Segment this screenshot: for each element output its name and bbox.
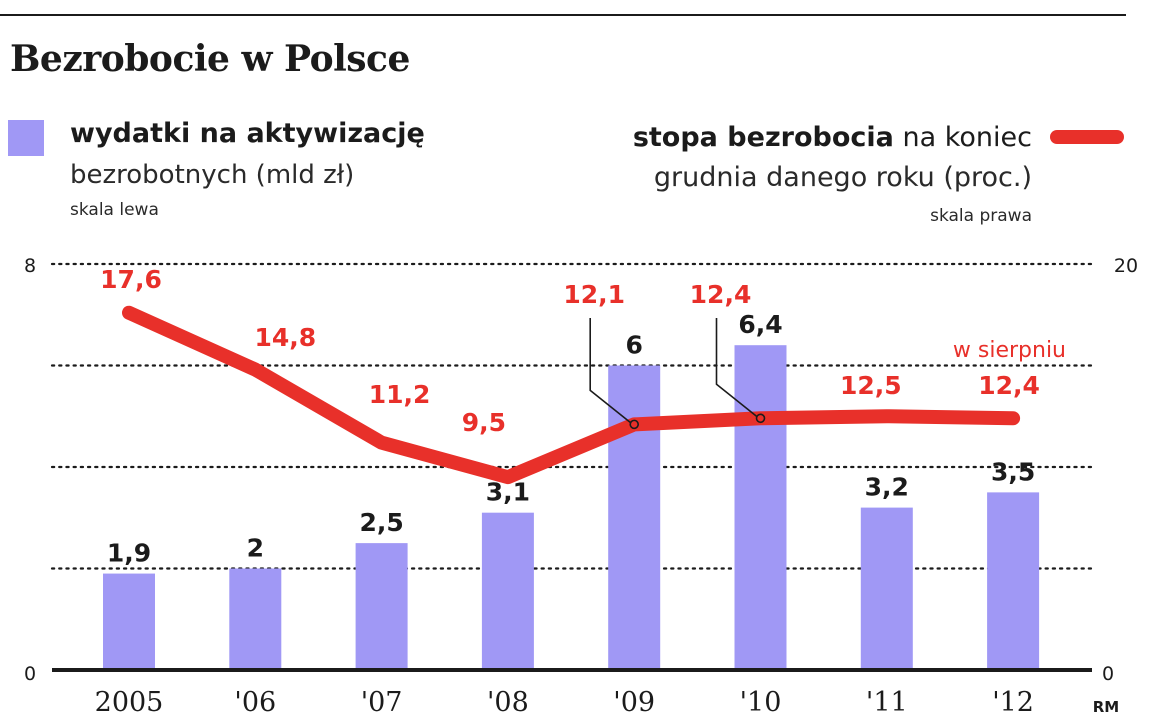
bar (481, 512, 534, 670)
legend-line-title: stopa bezrobocia na koniec (633, 122, 1032, 153)
bar-value-label: 6 (625, 331, 642, 360)
bar (734, 345, 787, 670)
bar (355, 543, 408, 670)
x-tick-label: '07 (361, 687, 403, 718)
bar (860, 507, 913, 670)
bar (608, 365, 661, 670)
bar-value-label: 2,5 (359, 508, 403, 537)
x-tick-label: '11 (866, 687, 908, 718)
bar-value-label: 2 (247, 534, 264, 563)
bar-value-label: 6,4 (738, 310, 782, 339)
line-value-label: 17,6 (100, 265, 162, 294)
bar (103, 573, 155, 670)
leader-line (589, 318, 631, 423)
y-left-tick-max: 8 (24, 255, 36, 277)
annotation-label: w sierpniu (953, 338, 1066, 363)
line-value-label: 14,8 (254, 323, 316, 352)
x-tick-label: '12 (992, 687, 1034, 718)
x-tick-label: 2005 (95, 687, 164, 718)
line-value-label: 12,1 (563, 280, 625, 309)
chart-title: Bezrobocie w Polsce (10, 38, 410, 80)
legend-bar-swatch (8, 120, 44, 156)
legend-bars-title: wydatki na aktywizację (70, 118, 425, 149)
bar-value-label: 1,9 (107, 539, 151, 568)
legend-bars-unit: bezrobotnych (mld zł) (70, 160, 355, 190)
y-right-tick-max: 20 (1114, 255, 1138, 277)
x-tick-label: '09 (613, 687, 655, 718)
bar-value-label: 3,5 (991, 457, 1035, 486)
legend-line-bold: stopa bezrobocia (632, 122, 894, 153)
line-value-label: 9,5 (462, 408, 506, 437)
y-right-tick-min: 0 (1102, 663, 1114, 685)
line-series (122, 305, 1021, 485)
bar (987, 492, 1040, 670)
y-left-tick-min: 0 (24, 663, 36, 685)
line-value-label: 11,2 (369, 380, 431, 409)
legend-line-scale: skala prawa (930, 206, 1032, 226)
legend-line-rest1: na koniec (902, 122, 1032, 153)
leader-dot (629, 419, 640, 430)
legend-bars-scale: skala lewa (70, 200, 159, 220)
line-value-label: 12,4 (690, 280, 752, 309)
leader-line (715, 318, 757, 417)
source-label: RM (1093, 698, 1119, 716)
leader-dot (755, 413, 766, 424)
x-tick-label: '08 (487, 687, 529, 718)
legend-line-swatch (1050, 130, 1124, 144)
top-rule (0, 14, 1126, 16)
x-tick-label: '10 (740, 687, 782, 718)
legend-line-unit: grudnia danego roku (proc.) (653, 162, 1032, 193)
bar-value-label: 3,2 (865, 473, 909, 502)
line-value-label: 12,5 (840, 371, 902, 400)
x-tick-label: '06 (234, 687, 276, 718)
line-value-label: 12,4 (978, 371, 1040, 400)
bar (229, 568, 282, 670)
